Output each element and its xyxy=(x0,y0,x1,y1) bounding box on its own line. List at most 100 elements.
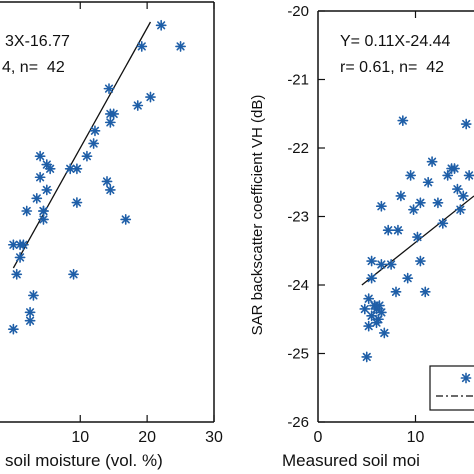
right-data-point xyxy=(392,224,404,236)
left-data-point xyxy=(21,205,33,217)
right-data-point xyxy=(419,286,431,298)
right-data-points xyxy=(359,115,474,363)
left-data-point xyxy=(38,205,49,217)
legend-box xyxy=(429,365,474,411)
left-x-tick-label: 20 xyxy=(138,429,156,446)
right-y-tick-label: -20 xyxy=(287,3,309,20)
right-stats-annotation: r= 0.61, n= 42 xyxy=(340,59,444,76)
left-data-points xyxy=(7,19,186,335)
right-data-point xyxy=(366,272,378,284)
left-equation-annotation: 3X-16.77 xyxy=(5,33,70,50)
right-x-ticks: 0 10 xyxy=(314,11,425,446)
left-data-point xyxy=(88,138,100,149)
right-data-point xyxy=(359,303,371,315)
left-data-point xyxy=(101,176,113,187)
left-data-point xyxy=(89,125,101,137)
right-y-tick-label: -21 xyxy=(287,72,309,89)
right-y-tick-label: -24 xyxy=(287,277,309,294)
right-x-axis-label: Measured soil moi xyxy=(282,451,420,470)
right-data-point xyxy=(454,204,466,216)
right-data-point xyxy=(405,170,417,181)
left-data-point xyxy=(103,83,115,95)
right-data-point xyxy=(402,272,414,284)
right-data-point xyxy=(366,310,378,322)
left-data-point xyxy=(145,91,156,103)
right-y-tick-label: -25 xyxy=(287,346,309,363)
left-data-point xyxy=(155,19,167,31)
right-data-point xyxy=(378,327,390,339)
left-scatter-panel: 10 20 30 3X-16.77 4, n= 42 soil moisture (… xyxy=(0,1,223,470)
right-y-axis-label: SAR backscatter coefficient VH (dB) xyxy=(249,95,266,336)
right-data-point xyxy=(457,190,469,202)
left-data-point xyxy=(108,108,120,120)
right-data-point xyxy=(412,231,423,243)
right-data-point xyxy=(432,197,444,209)
left-data-point xyxy=(38,214,49,225)
left-data-point xyxy=(68,268,79,280)
left-data-point xyxy=(28,289,39,301)
left-data-point xyxy=(18,239,29,251)
right-data-point xyxy=(463,170,474,181)
legend-marker-observed xyxy=(460,372,472,384)
left-data-point xyxy=(104,184,116,196)
right-equation-annotation: Y= 0.11X-24.44 xyxy=(340,33,451,50)
right-scatter-panel: 0 10 -20 -21 -22 -23 -24 -25 -26 Y= 0.11X-24.44… xyxy=(249,3,474,470)
left-x-ticks: 10 20 30 xyxy=(71,2,223,446)
left-data-point xyxy=(132,100,144,111)
legend xyxy=(429,365,474,411)
left-data-point xyxy=(34,150,46,162)
right-data-point xyxy=(375,259,387,270)
left-data-point xyxy=(71,197,83,208)
left-data-point xyxy=(14,252,26,263)
right-data-point xyxy=(414,255,426,267)
left-data-point xyxy=(175,41,186,52)
right-y-tick-label: -26 xyxy=(287,414,309,431)
right-y-ticks: -20 -21 -22 -23 -24 -25 -26 xyxy=(287,3,325,431)
left-data-point xyxy=(41,184,53,196)
right-data-point xyxy=(375,200,387,212)
left-x-tick-label: 10 xyxy=(71,429,89,446)
left-data-point xyxy=(11,268,23,280)
right-data-point xyxy=(382,224,394,236)
right-data-point xyxy=(395,190,407,202)
left-data-point xyxy=(7,239,19,251)
left-stats-annotation: 4, n= 42 xyxy=(2,59,65,76)
left-data-point xyxy=(81,150,93,162)
right-data-point xyxy=(363,293,375,305)
left-data-point xyxy=(41,159,53,170)
right-data-point xyxy=(374,300,385,311)
right-data-point xyxy=(442,170,454,181)
left-data-point xyxy=(71,163,83,175)
left-data-point xyxy=(136,41,148,52)
right-data-point xyxy=(414,197,426,209)
right-data-point xyxy=(363,320,375,332)
right-data-point xyxy=(397,115,409,126)
left-data-point xyxy=(34,171,46,183)
left-data-point xyxy=(7,323,19,335)
left-regression-line xyxy=(12,21,152,269)
right-data-point xyxy=(426,156,438,168)
right-y-tick-label: -23 xyxy=(287,209,309,226)
left-fit-line xyxy=(12,21,152,269)
right-y-tick-label: -22 xyxy=(287,140,309,157)
right-data-point xyxy=(452,183,463,195)
left-x-axis-label: soil moisture (vol. %) xyxy=(5,451,163,470)
left-x-tick-label: 30 xyxy=(205,429,223,446)
right-x-tick-label: 10 xyxy=(407,429,425,446)
right-x-tick-label: 0 xyxy=(314,429,323,446)
right-data-point xyxy=(390,286,402,298)
left-data-point xyxy=(120,214,132,225)
right-data-point xyxy=(460,118,472,130)
right-data-point xyxy=(385,259,397,270)
right-data-point xyxy=(371,317,382,329)
right-data-point xyxy=(437,217,449,229)
left-data-point xyxy=(31,192,43,204)
right-data-point xyxy=(361,351,373,363)
right-data-point xyxy=(422,176,434,188)
right-data-point xyxy=(366,255,378,267)
left-axes xyxy=(0,1,215,423)
right-data-point xyxy=(449,163,460,174)
right-data-point xyxy=(408,204,419,216)
left-data-point xyxy=(24,306,36,318)
